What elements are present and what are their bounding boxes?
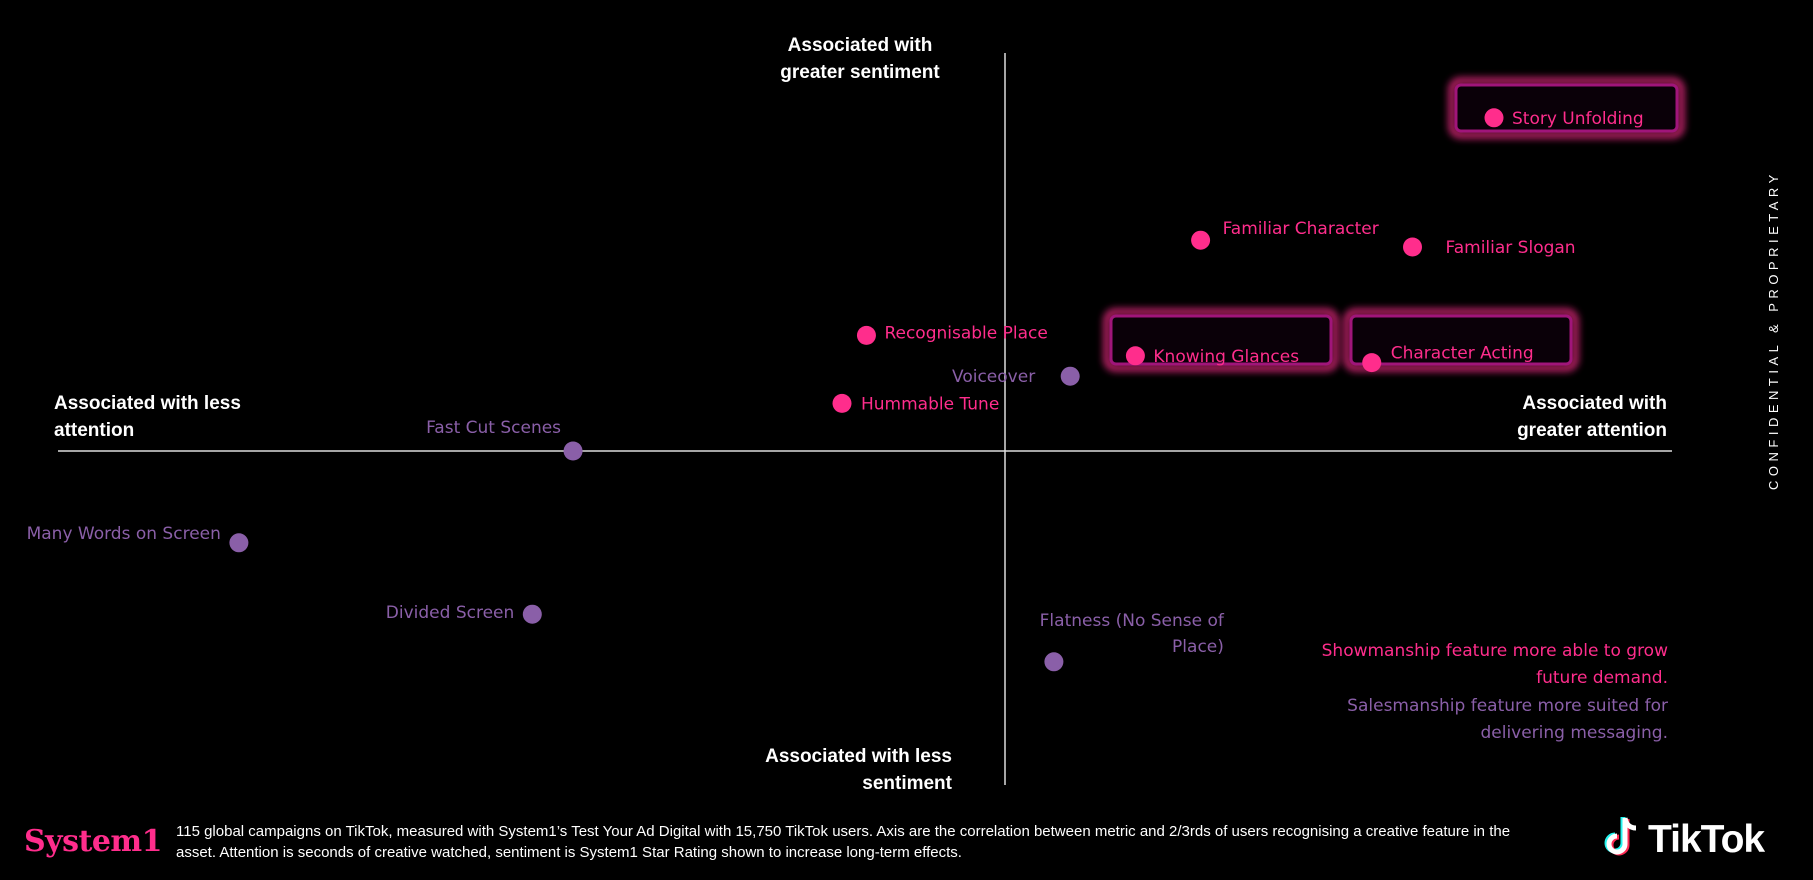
point-label-familiar-slogan: Familiar Slogan [1446, 238, 1576, 258]
system1-logo: System1 [24, 824, 163, 859]
point-character-acting [1362, 353, 1382, 373]
point-story-unfolding [1484, 108, 1504, 128]
point-recognisable-place [856, 325, 876, 345]
point-familiar-slogan [1403, 237, 1422, 257]
point-label-flatness-no-sense-of-place: Flatness (No Sense of Place) [1040, 611, 1225, 657]
legend-salesmanship: Salesmanship feature more suited for del… [1347, 696, 1668, 743]
point-knowing-glances [1125, 346, 1145, 366]
highlight-box-character-acting [1349, 314, 1573, 366]
highlight-box-story-unfolding [1454, 83, 1679, 133]
point-many-words-on-screen [229, 533, 249, 553]
point-fast-cut-scenes [563, 441, 583, 461]
point-label-familiar-character: Familiar Character [1223, 219, 1379, 239]
point-label-divided-screen: Divided Screen [386, 603, 515, 623]
highlight-glow-character-acting [1344, 309, 1578, 371]
y-axis-positive-label: Associated with greater sentiment [780, 35, 940, 83]
point-label-fast-cut-scenes: Fast Cut Scenes [426, 418, 561, 438]
footer-note: 115 global campaigns on TikTok, measured… [176, 823, 1511, 861]
point-label-character-acting: Character Acting [1391, 344, 1534, 364]
highlight-box-knowing-glances [1109, 314, 1333, 366]
tiktok-note-icon [1604, 817, 1637, 856]
highlight-glow-knowing-glances [1104, 309, 1338, 371]
point-label-story-unfolding: Story Unfolding [1512, 109, 1644, 129]
point-label-hummable-tune: Hummable Tune [861, 394, 999, 414]
x-axis-positive-label: Associated with greater attention [1517, 393, 1667, 441]
point-label-recognisable-place: Recognisable Place [884, 323, 1047, 343]
legend-showmanship: Showmanship feature more able to grow fu… [1321, 641, 1668, 688]
point-label-knowing-glances: Knowing Glances [1153, 347, 1299, 367]
highlight-glow-story-unfolding [1449, 78, 1684, 138]
confidential-note: CONFIDENTIAL & PROPRIETARY [1766, 170, 1781, 490]
point-familiar-character [1191, 230, 1211, 250]
point-voiceover [1060, 366, 1080, 386]
point-hummable-tune [832, 393, 852, 413]
point-flatness-no-sense-of-place [1044, 652, 1064, 672]
point-divided-screen [522, 604, 542, 624]
point-label-many-words-on-screen: Many Words on Screen [27, 524, 221, 544]
y-axis-negative-label: Associated with less sentiment [765, 746, 952, 794]
scatter-plot: Story Unfolding Familiar Character Familia… [27, 53, 1684, 785]
x-axis-negative-label: Associated with less attention [54, 393, 241, 441]
tiktok-logo-text: TikTok [1648, 818, 1765, 861]
point-label-voiceover: Voiceover [952, 367, 1035, 387]
